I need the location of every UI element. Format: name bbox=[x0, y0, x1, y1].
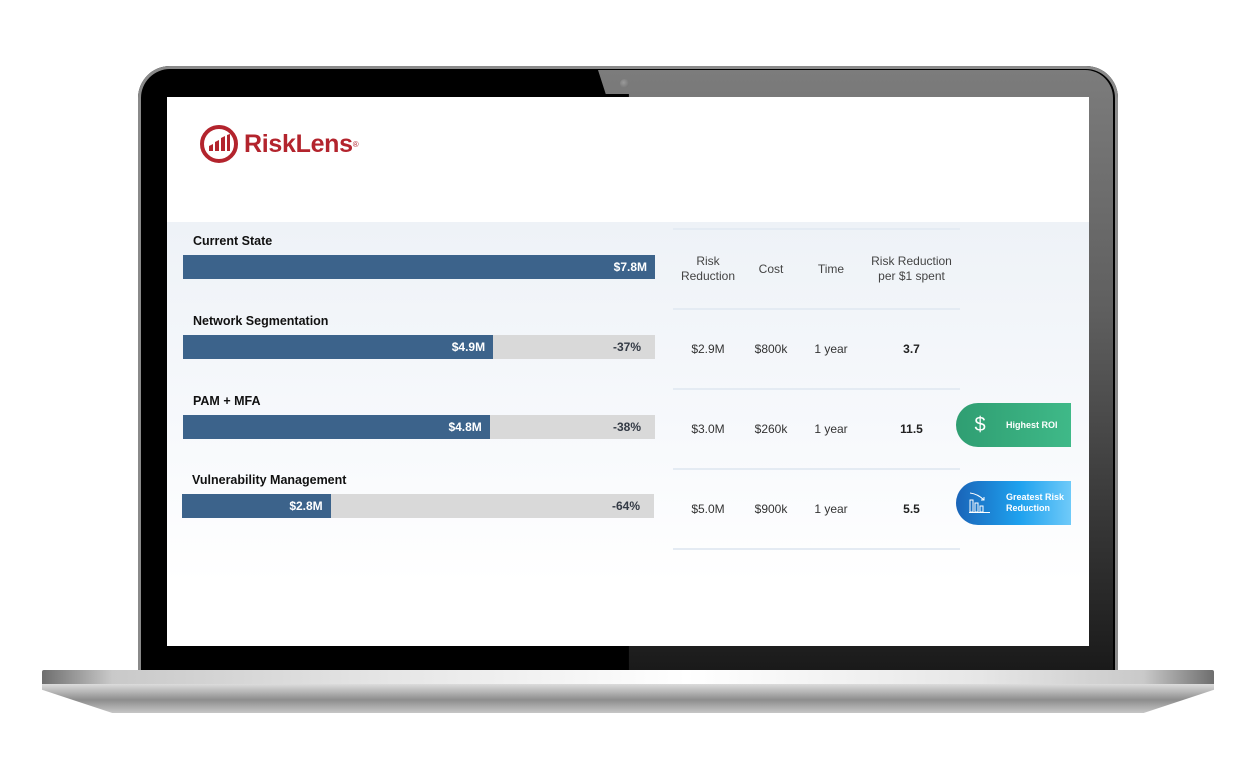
header-risk-reduction: Risk Reduction bbox=[680, 254, 736, 283]
risklens-logo-icon bbox=[200, 125, 238, 163]
table-header-row: Risk Reduction Cost Time Risk Reduction … bbox=[673, 228, 960, 308]
badge-label: Greatest Risk Reduction bbox=[1006, 492, 1065, 513]
table-row: $3.0M $260k 1 year 11.5 bbox=[673, 388, 960, 468]
risk-value: $2.8M bbox=[289, 499, 323, 513]
badge-label: Highest ROI bbox=[1006, 419, 1058, 430]
risk-reduction-value: $5.0M bbox=[691, 502, 725, 516]
header-cost: Cost bbox=[758, 261, 784, 276]
risk-value: $4.8M bbox=[448, 420, 482, 434]
strategy-label: Vulnerability Management bbox=[192, 473, 347, 487]
cost-value: $800k bbox=[754, 342, 788, 356]
risk-comparison-panel: Current State $7.8M Network Segmentation… bbox=[167, 222, 1089, 646]
header-risk-reduction-per-dollar: Risk Reduction per $1 spent bbox=[871, 254, 952, 283]
time-value: 1 year bbox=[814, 342, 848, 356]
laptop-base-edge bbox=[42, 670, 1214, 684]
strategy-label: PAM + MFA bbox=[193, 394, 261, 408]
risk-value: $7.8M bbox=[613, 260, 647, 274]
risk-bar-fill: $4.9M bbox=[183, 335, 494, 359]
risk-bar-fill: $2.8M bbox=[182, 494, 331, 518]
webcam-icon bbox=[620, 79, 629, 88]
risk-bar: $4.8M -38% bbox=[183, 415, 655, 439]
strategy-vulnerability-management: Vulnerability Management $2.8M -64% bbox=[182, 473, 654, 518]
highest-roi-badge: $ Highest ROI bbox=[956, 403, 1071, 447]
declining-bar-chart-icon bbox=[968, 490, 992, 516]
risklens-logo: RiskLens ® bbox=[199, 124, 359, 164]
table-row: $2.9M $800k 1 year 3.7 bbox=[673, 308, 960, 388]
cost-value: $260k bbox=[754, 422, 788, 436]
table-row: $5.0M $900k 1 year 5.5 bbox=[673, 468, 960, 550]
per-dollar-value: 5.5 bbox=[903, 502, 920, 516]
laptop-screen: RiskLens ® Current State $7.8M Network Se… bbox=[167, 97, 1089, 646]
time-value: 1 year bbox=[814, 422, 848, 436]
brand-name: RiskLens bbox=[244, 129, 353, 158]
registered-mark: ® bbox=[352, 139, 359, 149]
risk-reduction-value: $3.0M bbox=[691, 422, 725, 436]
risk-bar-fill: $7.8M bbox=[183, 255, 655, 279]
risk-bar-fill: $4.8M bbox=[183, 415, 490, 439]
risk-reduction-value: $2.9M bbox=[691, 342, 725, 356]
risk-bar: $2.8M -64% bbox=[182, 494, 654, 518]
strategy-network-segmentation: Network Segmentation $4.9M -37% bbox=[183, 314, 655, 359]
strategy-pam-mfa: PAM + MFA $4.8M -38% bbox=[183, 394, 655, 439]
strategy-label: Current State bbox=[193, 234, 273, 248]
per-dollar-value: 11.5 bbox=[900, 422, 923, 436]
header-time: Time bbox=[817, 261, 845, 276]
dollar-icon: $ bbox=[974, 413, 986, 436]
metrics-table: Risk Reduction Cost Time Risk Reduction … bbox=[673, 228, 960, 550]
strategy-current-state: Current State $7.8M bbox=[183, 234, 655, 279]
risk-change-percent: -37% bbox=[612, 340, 641, 354]
strategy-label: Network Segmentation bbox=[193, 314, 329, 328]
laptop-base bbox=[42, 684, 1214, 713]
greatest-risk-reduction-badge: Greatest Risk Reduction bbox=[956, 481, 1071, 525]
per-dollar-value: 3.7 bbox=[903, 342, 920, 356]
risk-bar: $4.9M -37% bbox=[183, 335, 655, 359]
time-value: 1 year bbox=[814, 502, 848, 516]
risk-change-percent: -64% bbox=[611, 499, 640, 513]
cost-value: $900k bbox=[754, 502, 788, 516]
risk-value: $4.9M bbox=[451, 340, 486, 354]
risk-change-percent: -38% bbox=[612, 420, 641, 434]
risk-bar: $7.8M bbox=[183, 255, 655, 279]
